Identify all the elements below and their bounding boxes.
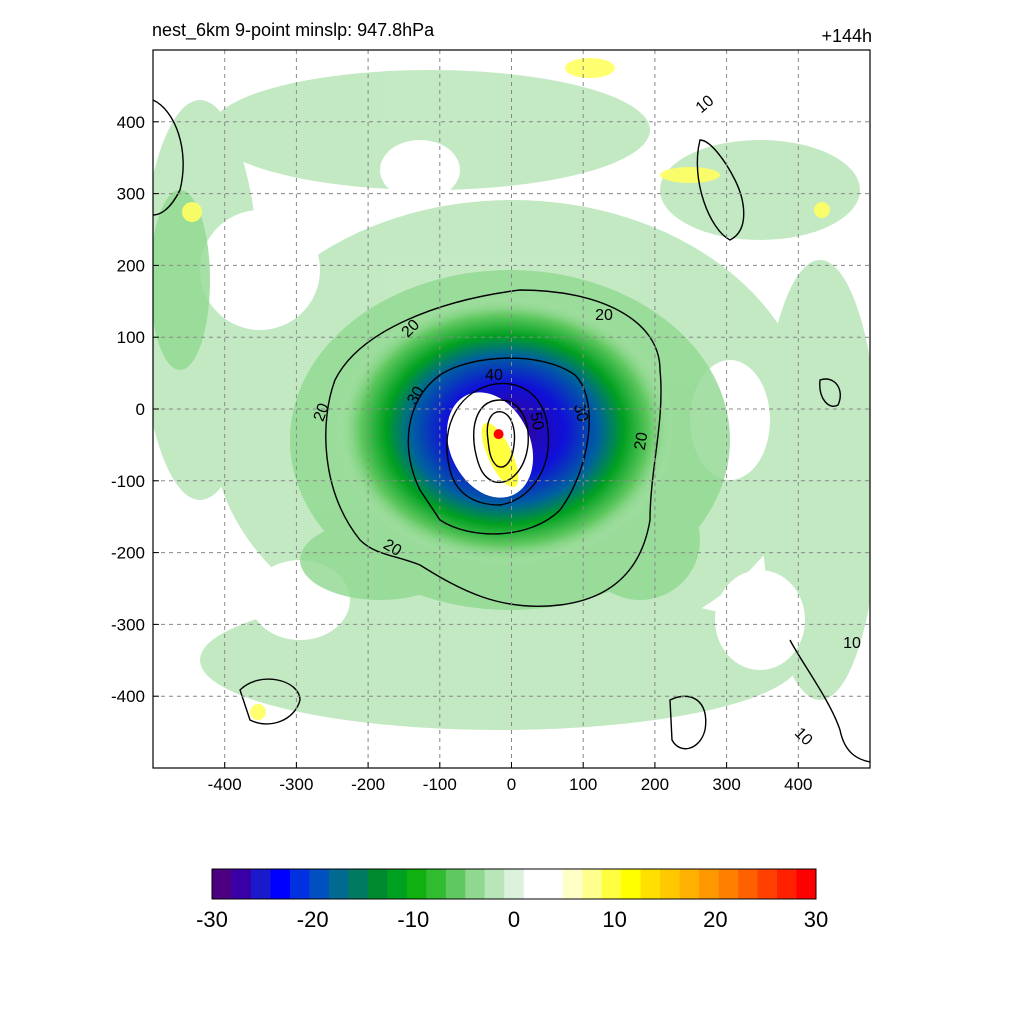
y-tick-label: 200 <box>117 256 145 275</box>
x-tick-label: -300 <box>279 775 313 794</box>
x-tick-label: 300 <box>712 775 740 794</box>
y-axis: 400 300 200 100 0 -100 -200 -300 -400 <box>111 113 159 706</box>
x-tick-label: 0 <box>507 775 516 794</box>
contour-label: 40 <box>485 367 503 384</box>
contour-label: 30 <box>404 384 428 408</box>
field-layer: 10 10 10 20 20 20 20 20 30 30 40 50 <box>153 50 870 768</box>
contour-label: 20 <box>595 307 613 324</box>
x-axis: -400 -300 -200 -100 0 100 200 300 400 <box>208 762 812 794</box>
y-tick-label: 100 <box>117 328 145 347</box>
x-tick-label: -200 <box>351 775 385 794</box>
contour-label: 30 <box>570 402 591 424</box>
y-tick-label: -200 <box>111 544 145 563</box>
chart-title: nest_6km 9-point minslp: 947.8hPa <box>152 20 435 40</box>
y-tick-label: 300 <box>117 185 145 204</box>
forecast-hour-label: +144h <box>821 26 872 46</box>
contour-label: 20 <box>632 431 652 452</box>
x-tick-label: 400 <box>784 775 812 794</box>
y-tick-label: -100 <box>111 472 145 491</box>
contour-label: 20 <box>380 536 404 560</box>
storm-center-marker <box>493 429 504 440</box>
contour-label: 10 <box>843 635 861 652</box>
x-tick-label: -400 <box>208 775 242 794</box>
y-tick-label: -400 <box>111 687 145 706</box>
y-tick-label: 0 <box>136 400 145 419</box>
x-tick-label: -100 <box>423 775 457 794</box>
contour-label: 50 <box>527 411 547 432</box>
contour-lines <box>153 99 870 763</box>
y-tick-label: 400 <box>117 113 145 132</box>
x-tick-label: 200 <box>641 775 669 794</box>
y-tick-label: -300 <box>111 615 145 634</box>
x-tick-label: 100 <box>569 775 597 794</box>
contour-label: 20 <box>311 401 333 424</box>
